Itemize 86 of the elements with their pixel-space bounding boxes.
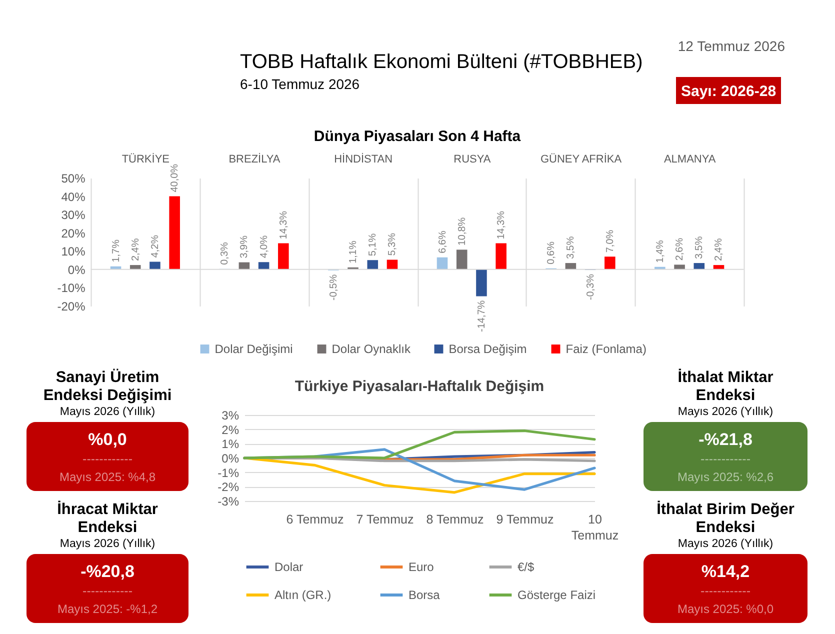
data-label: 0,6%: [546, 241, 558, 264]
data-label: 5,3%: [387, 232, 398, 256]
chart-title: Dünya Piyasaları Son 4 Hafta: [314, 128, 522, 145]
x-tick-label: ALMANYA: [664, 154, 716, 166]
x-tick-label: BREZİLYA: [228, 152, 281, 166]
text: Mayıs 2025: %2,6: [677, 470, 774, 484]
text: %0,0: [88, 430, 127, 449]
data-label: 10,8%: [456, 217, 468, 246]
text: Mayıs 2025: -%1,2: [57, 602, 158, 616]
data-label: -0,3%: [585, 274, 596, 300]
x-tick-label: RUSYA: [454, 154, 492, 166]
x-tick-label: 10 Temmuz: [571, 512, 619, 542]
data-label: 14,3%: [496, 210, 508, 240]
data-label: 40,0%: [170, 164, 181, 192]
data-label: 6,6%: [437, 230, 448, 254]
text: ------------: [82, 584, 132, 598]
text: Mayıs 2026 (Yıllık): [678, 406, 774, 418]
data-label: 1,7%: [110, 239, 122, 262]
legend-label: Euro: [408, 560, 434, 574]
data-label: 3,5%: [566, 236, 577, 260]
legend-label: Altın (GR.): [274, 588, 332, 602]
y-tick-label: 30%: [61, 208, 86, 222]
data-label: 5,1%: [368, 233, 379, 256]
x-tick-label: 7 Temmuz: [356, 512, 414, 526]
text: ------------: [700, 452, 750, 466]
legend-label: Faiz (Fonlama): [566, 342, 646, 356]
x-tick-label: 8 Temmuz: [426, 512, 484, 526]
text: Mayıs 2026 (Yıllık): [678, 538, 774, 550]
y-tick-label: 1%: [222, 437, 240, 452]
chart-title: Türkiye Piyasaları-Haftalık Değişim: [294, 378, 544, 395]
legend-label: €/$: [518, 560, 535, 574]
y-tick-label: -2%: [218, 480, 240, 494]
text: İhracat Miktar Endeksi: [57, 500, 158, 536]
x-tick-label: TÜRKİYE: [122, 152, 170, 166]
data-label: 14,3%: [278, 210, 290, 240]
text: Sanayi Üretim Endeksi Değişimi: [43, 368, 172, 404]
data-label: 1,1%: [348, 240, 360, 264]
legend-label: Dolar: [274, 560, 304, 574]
text: -%21,8: [698, 430, 752, 449]
y-tick-label: -20%: [57, 300, 86, 314]
legend-label: Gösterge Faizi: [518, 588, 596, 602]
data-label: 7,0%: [604, 230, 616, 253]
text: ------------: [82, 452, 132, 466]
legend-label: Borsa: [408, 588, 440, 602]
y-tick-label: -1%: [218, 466, 240, 480]
data-label: 1,4%: [654, 240, 666, 263]
text: ------------: [700, 584, 750, 598]
data-label: 3,5%: [694, 236, 706, 260]
x-tick-label: HİNDİSTAN: [334, 152, 393, 166]
y-tick-label: 10%: [61, 244, 86, 259]
text: Mayıs 2025: %0,0: [677, 602, 774, 616]
text: TOBB Haftalık Ekonomi Bülteni (#TOBBHEB): [240, 51, 643, 73]
data-label: 3,9%: [239, 235, 250, 258]
text: İthalat Miktar Endeksi: [678, 368, 774, 404]
y-tick-label: 2%: [222, 422, 240, 437]
text: Mayıs 2025: %4,8: [59, 470, 156, 484]
text: İthalat Birim Değer Endeksi: [656, 500, 794, 536]
data-label: 2,6%: [674, 238, 686, 261]
legend-label: Dolar Oynaklık: [332, 342, 412, 356]
text: %14,2: [701, 562, 750, 581]
x-tick-label: GÜNEY AFRİKA: [540, 152, 622, 166]
y-tick-label: 0%: [68, 262, 86, 277]
y-tick-label: -10%: [57, 281, 86, 296]
data-label: 4,0%: [258, 235, 270, 258]
data-label: 2,4%: [714, 238, 725, 262]
text: 12 Temmuz 2026: [678, 38, 786, 54]
y-tick-label: 40%: [61, 190, 86, 204]
text: Mayıs 2026 (Yıllık): [60, 538, 156, 550]
y-tick-label: 50%: [61, 172, 86, 186]
text: -%20,8: [80, 562, 134, 581]
y-tick-label: 3%: [222, 408, 240, 422]
data-label: 2,4%: [130, 238, 142, 262]
x-tick-label: 6 Temmuz: [286, 512, 344, 526]
text: 6-10 Temmuz 2026: [240, 76, 360, 92]
y-tick-label: 20%: [61, 226, 86, 240]
text: Mayıs 2026 (Yıllık): [60, 406, 156, 418]
legend-label: Borsa Değişim: [448, 342, 527, 356]
y-tick-label: -3%: [218, 494, 240, 508]
data-label: -0,5%: [328, 274, 340, 300]
data-label: 0,3%: [220, 242, 231, 265]
x-tick-label: 9 Temmuz: [496, 512, 554, 526]
legend-label: Dolar Değişimi: [214, 342, 293, 356]
text: Sayı: 2026-28: [680, 83, 776, 100]
data-label: 4,2%: [150, 234, 161, 258]
y-tick-label: 0%: [222, 452, 240, 466]
data-label: -14,7%: [476, 300, 488, 332]
